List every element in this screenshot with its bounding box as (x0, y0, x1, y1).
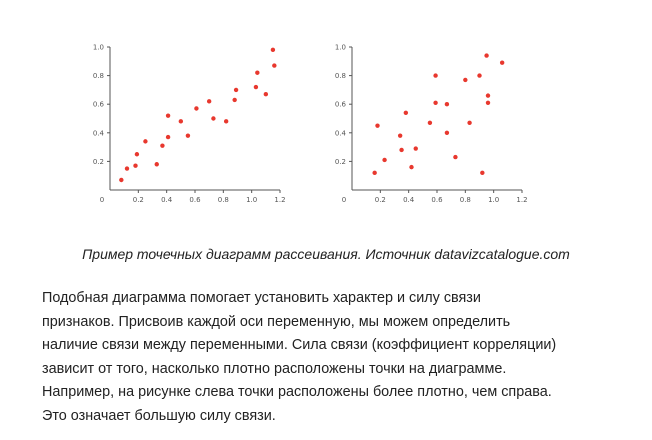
data-point (185, 133, 191, 138)
x-tick-label: 0 (100, 196, 104, 204)
scatter-chart-left: 0 0.2 0.4 0.6 0.8 1.0 1.2 0.2 0.4 0.6 0.8 1.0 (88, 0, 288, 210)
x-tick-label: 0.8 (460, 196, 471, 204)
data-point (499, 60, 505, 65)
data-point (143, 139, 148, 144)
y-tick-label: 1.0 (335, 44, 346, 52)
data-point (375, 123, 380, 128)
paragraph-line: Это означает большую силу связи. (42, 407, 276, 424)
y-tick-label: 0.8 (335, 72, 346, 80)
y-tick-label: 0.6 (335, 101, 347, 109)
data-point (194, 106, 199, 111)
data-point (453, 154, 458, 160)
data-point (160, 143, 165, 148)
data-point (165, 113, 171, 118)
y-tick-label: 0.6 (93, 101, 105, 109)
y-tick-label: 0.2 (335, 158, 346, 166)
data-point (382, 157, 387, 163)
data-point (263, 91, 269, 97)
data-point (485, 100, 491, 105)
figure: 0 0.2 0.4 0.6 0.8 1.0 1.2 0.2 0.4 0.6 0.8 1.0 0 0.2 0… (0, 0, 652, 215)
paragraph-line: признаков. Присвоив каждой оси переменну… (42, 313, 511, 330)
data-point (477, 73, 482, 78)
data-point (124, 166, 130, 171)
data-point (211, 116, 216, 121)
x-tick-label: 0.4 (403, 196, 415, 204)
x-tick-label: 0.6 (189, 196, 201, 204)
x-tick-label: 1.0 (488, 196, 499, 204)
data-point (255, 70, 260, 75)
data-point (484, 53, 489, 58)
scatter-chart-left-svg: 0 0.2 0.4 0.6 0.8 1.0 1.2 0.2 0.4 0.6 0.8 1.0 (93, 44, 286, 205)
figure-caption: Пример точечных диаграмм рассеивания. Ис… (82, 246, 570, 262)
x-tick-label: 1.2 (516, 196, 527, 204)
data-point (427, 120, 433, 125)
y-tick-label: 0.2 (93, 158, 104, 166)
body-paragraph: Подобная диаграмма помогает установить х… (42, 287, 612, 429)
x-tick-label: 0.2 (133, 196, 144, 204)
y-tick-label: 1.0 (93, 44, 104, 52)
y-tick-label: 0.4 (93, 129, 105, 137)
data-point (433, 73, 438, 78)
data-point (253, 84, 259, 90)
paragraph-line: Например, на рисунке слева точки располо… (42, 384, 552, 401)
data-point (372, 170, 377, 176)
scatter-chart-right: 0 0.2 0.4 0.6 0.8 1.0 1.2 0.2 0.4 0.6 0.8 1.0 (330, 0, 530, 210)
data-point (133, 163, 138, 168)
data-point (485, 93, 491, 98)
data-point (399, 147, 404, 153)
data-point (154, 162, 159, 167)
data-point (413, 146, 418, 151)
data-point (232, 97, 237, 103)
paragraph-line: Подобная диаграмма помогает установить х… (42, 290, 481, 306)
x-tick-label: 0.6 (431, 196, 443, 204)
data-point (433, 100, 438, 105)
x-tick-label: 1.2 (274, 196, 285, 204)
x-tick-label: 1.0 (246, 196, 257, 204)
x-tick-label: 0.2 (375, 196, 386, 204)
y-tick-label: 0.4 (335, 129, 347, 137)
data-point (444, 130, 450, 135)
data-point (403, 110, 409, 115)
y-tick-label: 0.8 (93, 72, 104, 80)
data-point (397, 133, 403, 138)
paragraph-line: зависит от того, насколько плотно распол… (42, 360, 507, 377)
data-point (165, 134, 171, 140)
paragraph-line: наличие связи между переменными. Сила св… (42, 337, 557, 354)
data-point (444, 102, 450, 107)
data-point (409, 164, 414, 170)
data-point (206, 99, 212, 104)
data-point (119, 177, 124, 183)
data-point (270, 47, 276, 53)
x-tick-label: 0.4 (161, 196, 173, 204)
data-point (463, 77, 468, 83)
data-point (467, 120, 472, 125)
x-tick-label: 0 (342, 196, 346, 204)
x-tick-label: 0.8 (218, 196, 229, 204)
data-point (272, 63, 277, 68)
data-point (223, 119, 229, 124)
data-point (134, 152, 140, 157)
data-point (178, 119, 184, 124)
scatter-chart-right-svg: 0 0.2 0.4 0.6 0.8 1.0 1.2 0.2 0.4 0.6 0.8 1.0 (335, 44, 528, 205)
data-point (233, 87, 239, 93)
data-point (480, 170, 485, 176)
